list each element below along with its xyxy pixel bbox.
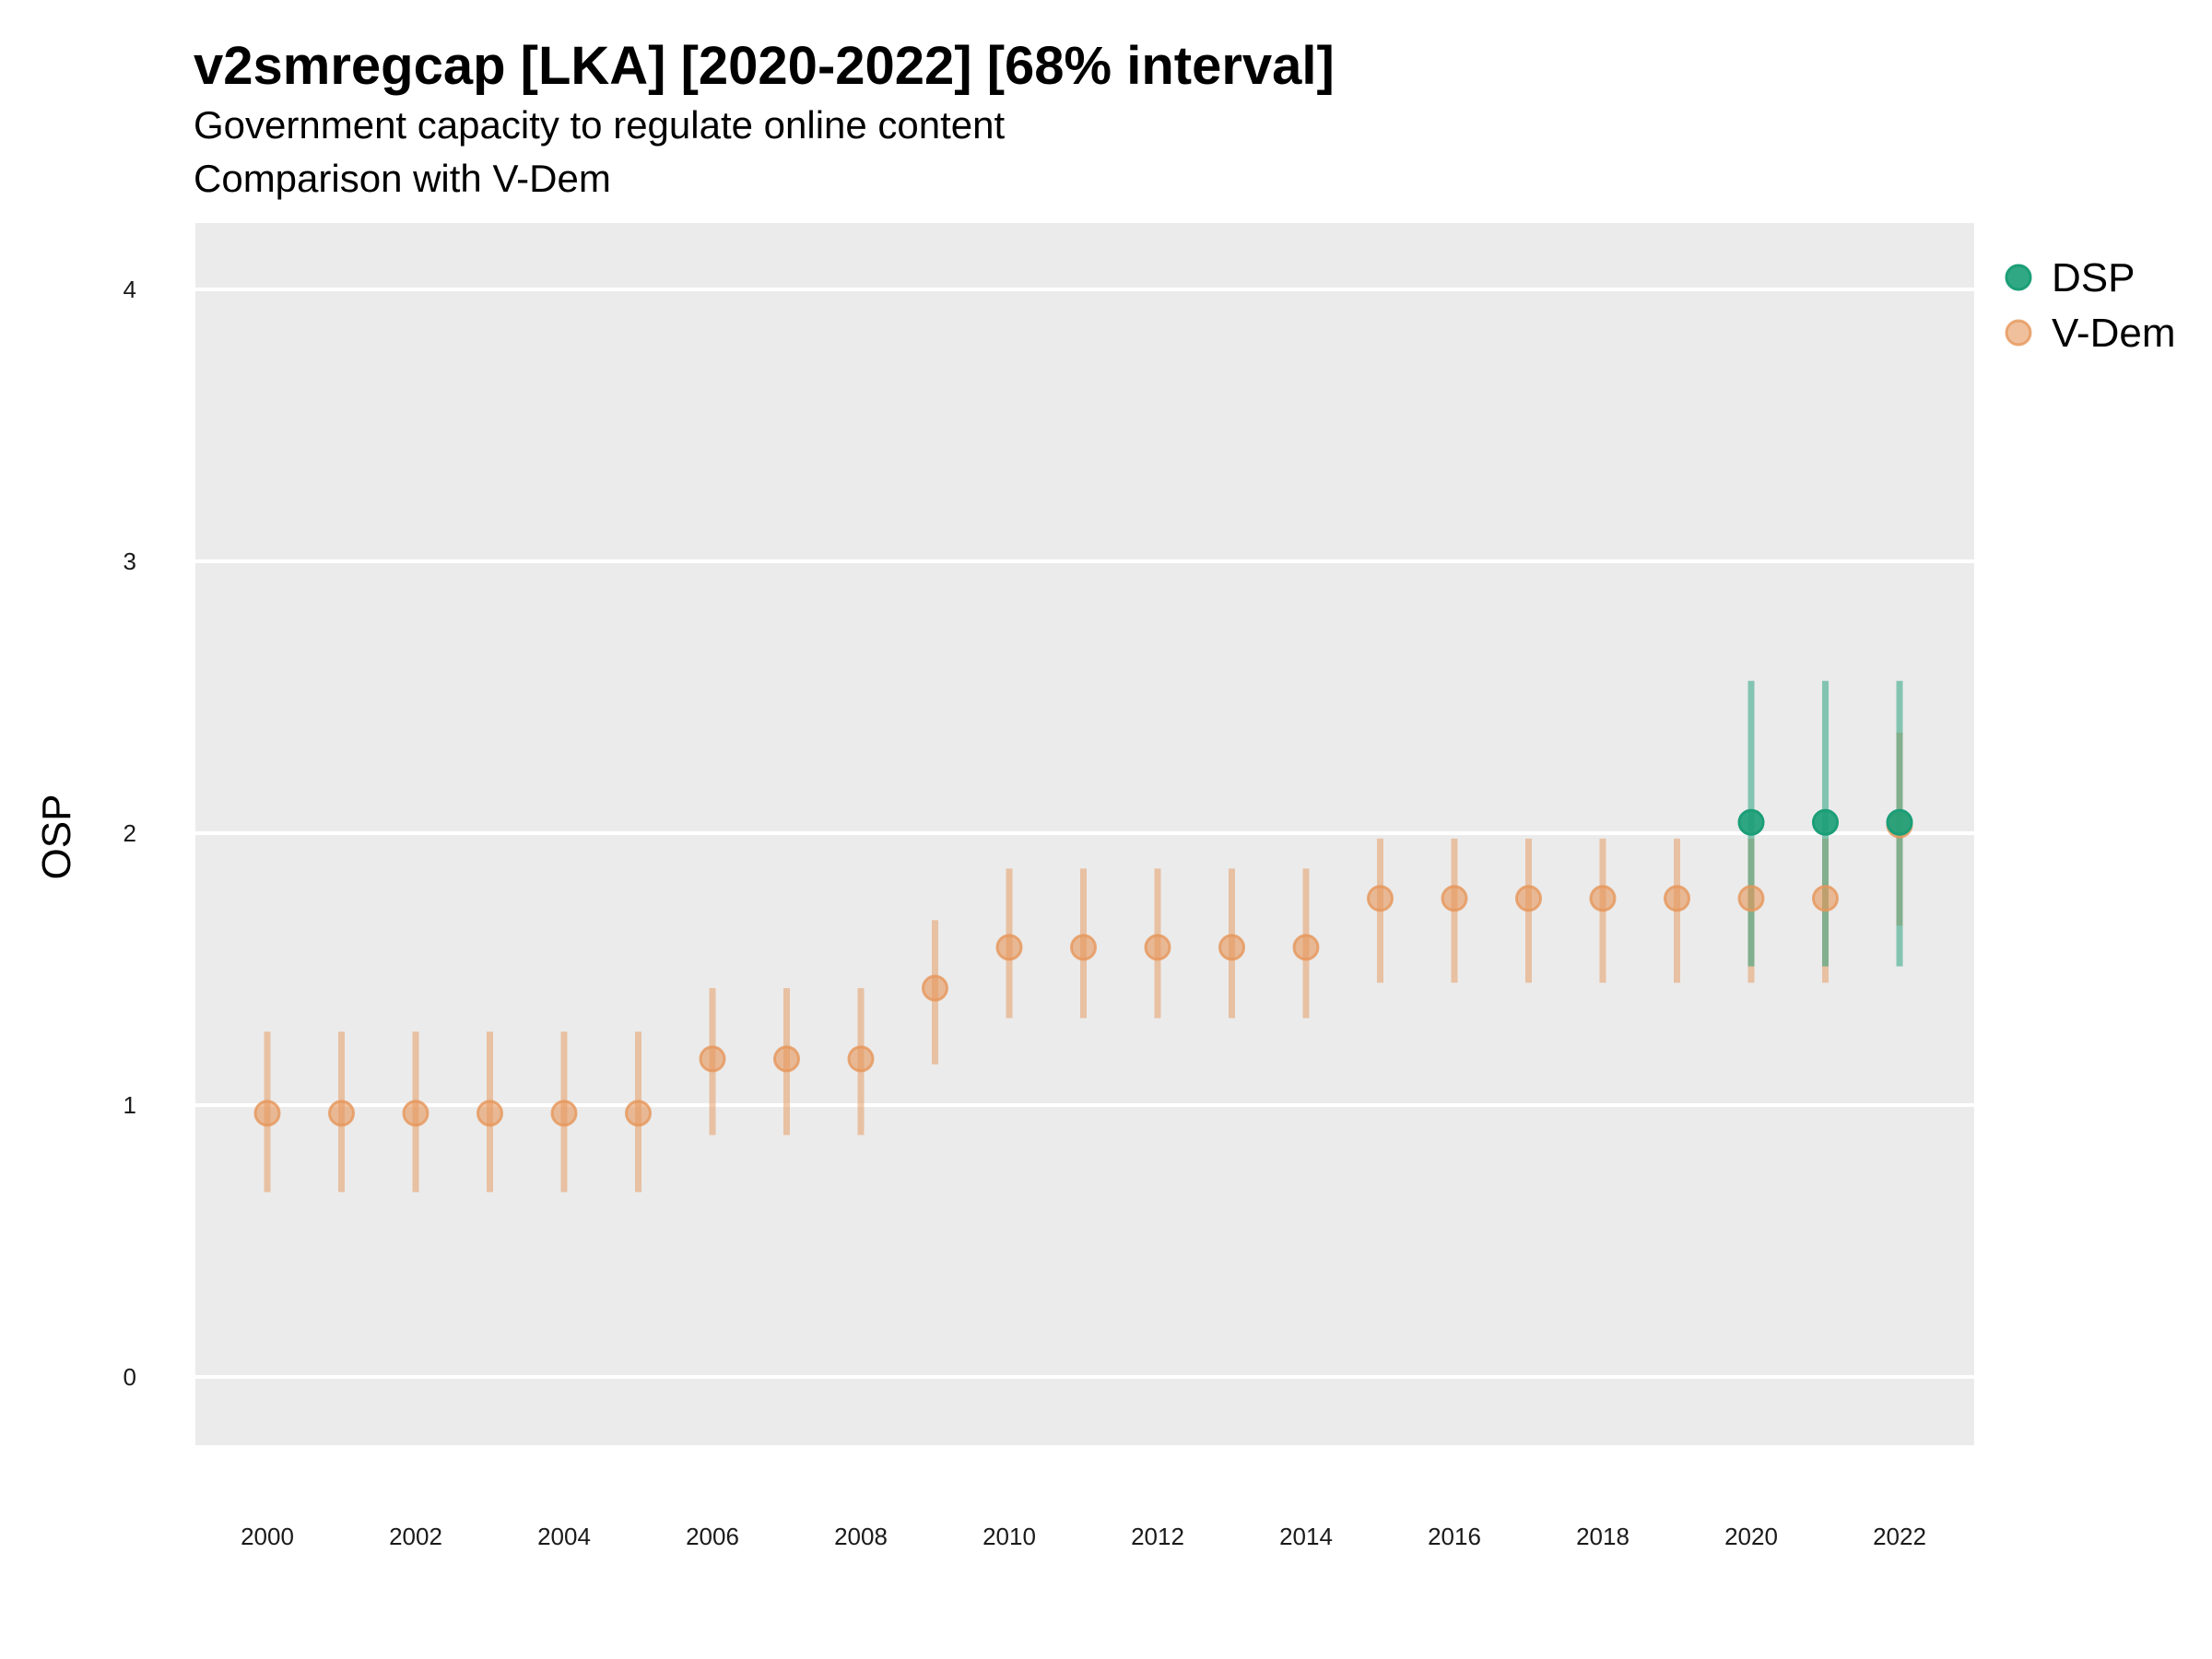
data-points [253,808,1913,1127]
legend-label-v-dem: V-Dem [2052,311,2175,356]
x-axis-ticks: 2000 2002 2004 2006 2008 2010 2012 2014 2016 2018… [241,1523,1926,1550]
v-dem-point-2017 [1515,885,1542,912]
v-dem-point-2021 [1812,885,1839,912]
legend-key-v-dem [2005,319,2032,347]
y-tick-label: 0 [124,1363,136,1391]
x-tick-label: 2002 [389,1523,442,1550]
v-dem-point-2019 [1664,885,1690,912]
v-dem-point-2014 [1292,934,1320,961]
x-tick-label: 2016 [1428,1523,1481,1550]
dsp-point-2021 [1812,808,1839,836]
x-tick-label: 2012 [1131,1523,1184,1550]
dsp-point-2022 [1886,808,1913,836]
v-dem-point-2020 [1737,885,1765,912]
x-tick-label: 2022 [1873,1523,1926,1550]
v-dem-point-2008 [847,1045,875,1073]
y-axis-label: OSP [34,794,79,880]
x-tick-label: 2014 [1279,1523,1333,1550]
x-tick-label: 2020 [1724,1523,1778,1550]
v-dem-point-2011 [1070,934,1097,961]
chart-subtitle-line-1: Government capacity to regulate online c… [194,103,1006,147]
v-dem-point-2002 [402,1100,429,1127]
y-tick-label: 4 [124,276,136,303]
v-dem-point-2000 [253,1100,281,1127]
legend: DSP V-Dem [2005,255,2175,356]
v-dem-point-2018 [1589,885,1617,912]
y-tick-label: 3 [124,547,136,575]
v-dem-point-2012 [1144,934,1171,961]
chart-title: v2smregcap [LKA] [2020-2022] [68% interv… [194,36,1335,96]
v-dem-point-2001 [328,1100,355,1127]
legend-key-dsp [2005,264,2032,291]
v-dem-point-2015 [1367,885,1394,912]
v-dem-point-2006 [699,1045,726,1073]
x-tick-label: 2006 [686,1523,739,1550]
y-tick-label: 1 [124,1091,136,1119]
x-tick-label: 2010 [982,1523,1036,1550]
v-dem-point-2016 [1441,885,1468,912]
x-tick-label: 2004 [537,1523,591,1550]
dsp-point-2020 [1737,808,1765,836]
legend-label-dsp: DSP [2052,255,2135,300]
x-tick-label: 2000 [241,1523,294,1550]
v-dem-point-2010 [995,934,1023,961]
v-dem-point-2005 [625,1100,652,1127]
v-dem-point-2003 [477,1100,503,1127]
v-dem-point-2004 [550,1100,578,1127]
y-tick-label: 2 [124,819,136,847]
x-tick-label: 2018 [1576,1523,1630,1550]
x-tick-label: 2008 [834,1523,888,1550]
v-dem-point-2009 [922,974,948,1002]
v-dem-point-2013 [1218,934,1245,961]
y-axis-ticks: 0 1 2 3 4 [124,276,136,1391]
chart-subtitle-line-2: Comparison with V-Dem [194,157,611,200]
v-dem-point-2007 [773,1045,800,1073]
